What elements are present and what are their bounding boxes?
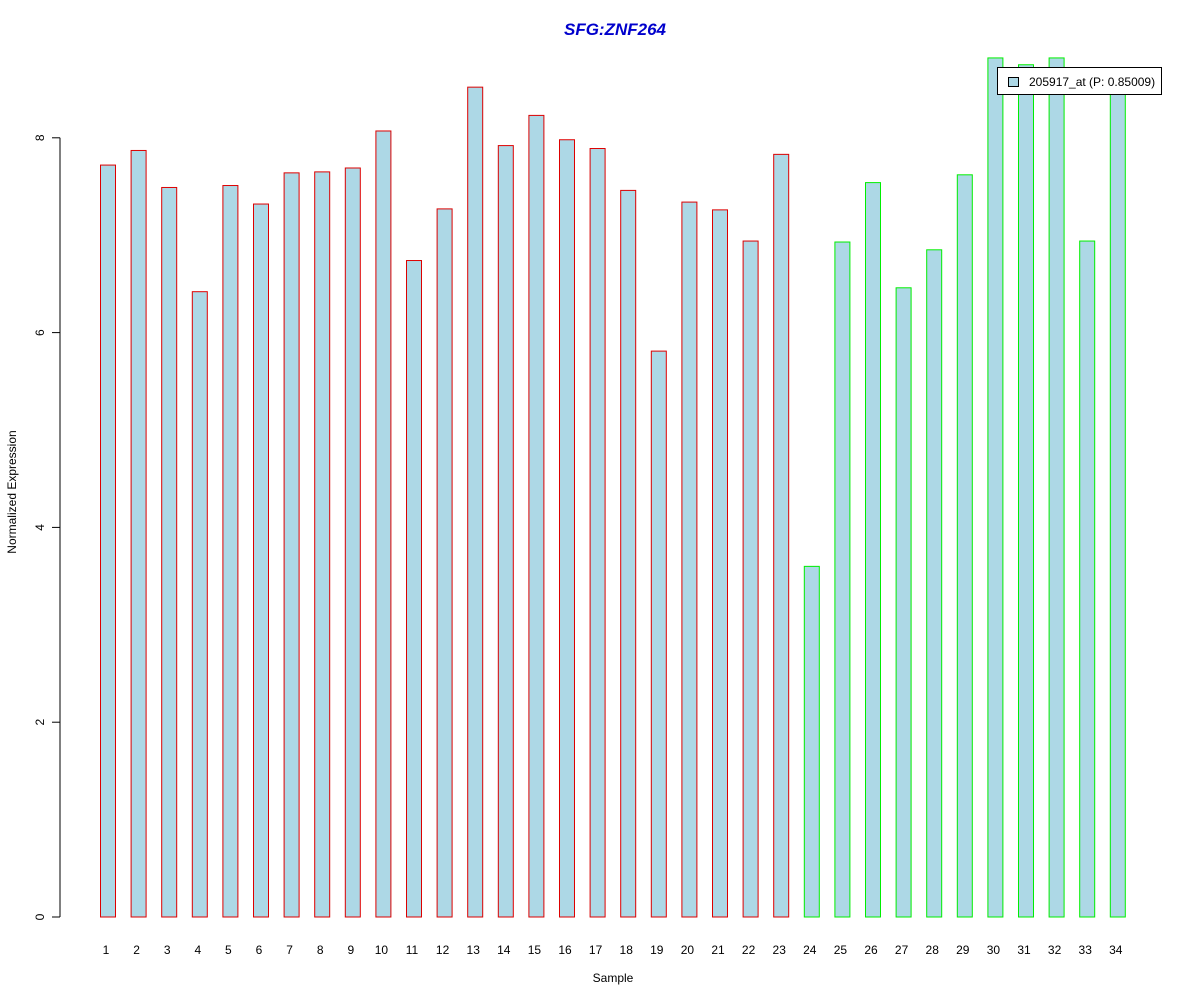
bar-sample-1 bbox=[100, 164, 116, 918]
x-tick-label: 31 bbox=[1017, 943, 1031, 957]
y-tick-label: 8 bbox=[33, 134, 47, 141]
x-tick-label: 18 bbox=[620, 943, 634, 957]
x-tick-label: 25 bbox=[834, 943, 848, 957]
bar-sample-26 bbox=[865, 182, 881, 918]
x-tick-label: 30 bbox=[987, 943, 1001, 957]
bar-sample-14 bbox=[497, 145, 514, 918]
bar-sample-5 bbox=[222, 185, 239, 918]
bar-sample-22 bbox=[742, 240, 759, 918]
legend-label: 205917_at (P: 0.85009) bbox=[1029, 75, 1156, 89]
bar-sample-27 bbox=[895, 287, 912, 918]
x-tick-label: 11 bbox=[406, 943, 419, 957]
x-tick-label: 22 bbox=[742, 943, 756, 957]
x-tick-label: 3 bbox=[164, 943, 171, 957]
x-tick-label: 27 bbox=[895, 943, 909, 957]
bar-sample-7 bbox=[283, 172, 300, 918]
bar-sample-3 bbox=[161, 186, 178, 918]
legend: 205917_at (P: 0.85009) bbox=[997, 67, 1162, 95]
x-tick-label: 28 bbox=[926, 943, 940, 957]
x-tick-label: 9 bbox=[347, 943, 354, 957]
x-tick-label: 32 bbox=[1048, 943, 1062, 957]
x-tick-label: 2 bbox=[133, 943, 140, 957]
bar-sample-4 bbox=[191, 291, 208, 918]
y-axis: 0 2 4 6 8 bbox=[33, 134, 61, 920]
legend-swatch bbox=[1008, 77, 1019, 87]
bar-sample-13 bbox=[467, 86, 484, 918]
x-tick-label: 7 bbox=[286, 943, 293, 957]
y-tick-label: 2 bbox=[33, 719, 47, 726]
bar-sample-2 bbox=[130, 149, 147, 918]
bar-sample-25 bbox=[834, 241, 851, 918]
chart-title: SFG:ZNF264 bbox=[563, 20, 667, 39]
x-tick-label: 10 bbox=[375, 943, 389, 957]
x-tick-label: 16 bbox=[558, 943, 572, 957]
x-tick-label: 13 bbox=[467, 943, 481, 957]
x-tick-labels: 1 2 3 4 5 6 7 8 9 10 11 12 13 14 15 16 17 18 19 20 21 22 23 24 2… bbox=[103, 943, 1123, 957]
x-tick-label: 17 bbox=[589, 943, 603, 957]
bar-sample-34 bbox=[1109, 78, 1126, 918]
x-tick-label: 33 bbox=[1079, 943, 1093, 957]
x-tick-label: 21 bbox=[711, 943, 725, 957]
y-tick-label: 4 bbox=[33, 524, 47, 531]
x-tick-label: 20 bbox=[681, 943, 695, 957]
bar-sample-11 bbox=[406, 260, 422, 918]
x-tick-label: 6 bbox=[256, 943, 263, 957]
bar-sample-20 bbox=[681, 201, 698, 918]
x-tick-label: 12 bbox=[436, 943, 450, 957]
y-tick-label: 0 bbox=[33, 913, 47, 920]
bar-sample-15 bbox=[528, 114, 545, 918]
x-tick-label: 26 bbox=[864, 943, 878, 957]
bar-sample-32 bbox=[1048, 57, 1065, 918]
bar-sample-21 bbox=[712, 209, 728, 918]
bar-sample-8 bbox=[314, 171, 331, 918]
x-tick-label: 29 bbox=[956, 943, 970, 957]
x-tick-label: 4 bbox=[194, 943, 201, 957]
bar-sample-28 bbox=[926, 249, 943, 918]
bar-sample-30 bbox=[987, 57, 1004, 918]
bar-sample-6 bbox=[253, 203, 269, 918]
bar-sample-9 bbox=[344, 167, 361, 918]
x-tick-label: 34 bbox=[1109, 943, 1123, 957]
x-tick-label: 24 bbox=[803, 943, 817, 957]
x-tick-label: 23 bbox=[773, 943, 787, 957]
y-tick-label: 6 bbox=[33, 329, 47, 336]
bar-sample-29 bbox=[956, 174, 973, 918]
bar-sample-17 bbox=[589, 148, 606, 918]
x-tick-label: 1 bbox=[103, 943, 110, 957]
bar-sample-31 bbox=[1018, 64, 1034, 918]
x-tick-label: 15 bbox=[528, 943, 542, 957]
x-axis-label: Sample bbox=[592, 971, 634, 985]
bar-sample-23 bbox=[773, 153, 790, 918]
x-tick-label: 5 bbox=[225, 943, 232, 957]
bar-sample-19 bbox=[650, 350, 667, 918]
bars bbox=[100, 57, 1126, 918]
bar-sample-16 bbox=[559, 139, 575, 918]
bar-sample-18 bbox=[620, 189, 637, 918]
bar-sample-12 bbox=[436, 208, 453, 918]
x-tick-label: 19 bbox=[650, 943, 664, 957]
bar-sample-33 bbox=[1079, 240, 1096, 918]
y-axis-label: Normalized Expression bbox=[5, 430, 19, 554]
bar-sample-10 bbox=[375, 130, 392, 918]
bar-sample-24 bbox=[803, 565, 820, 918]
x-tick-label: 14 bbox=[497, 943, 511, 957]
x-tick-label: 8 bbox=[317, 943, 324, 957]
